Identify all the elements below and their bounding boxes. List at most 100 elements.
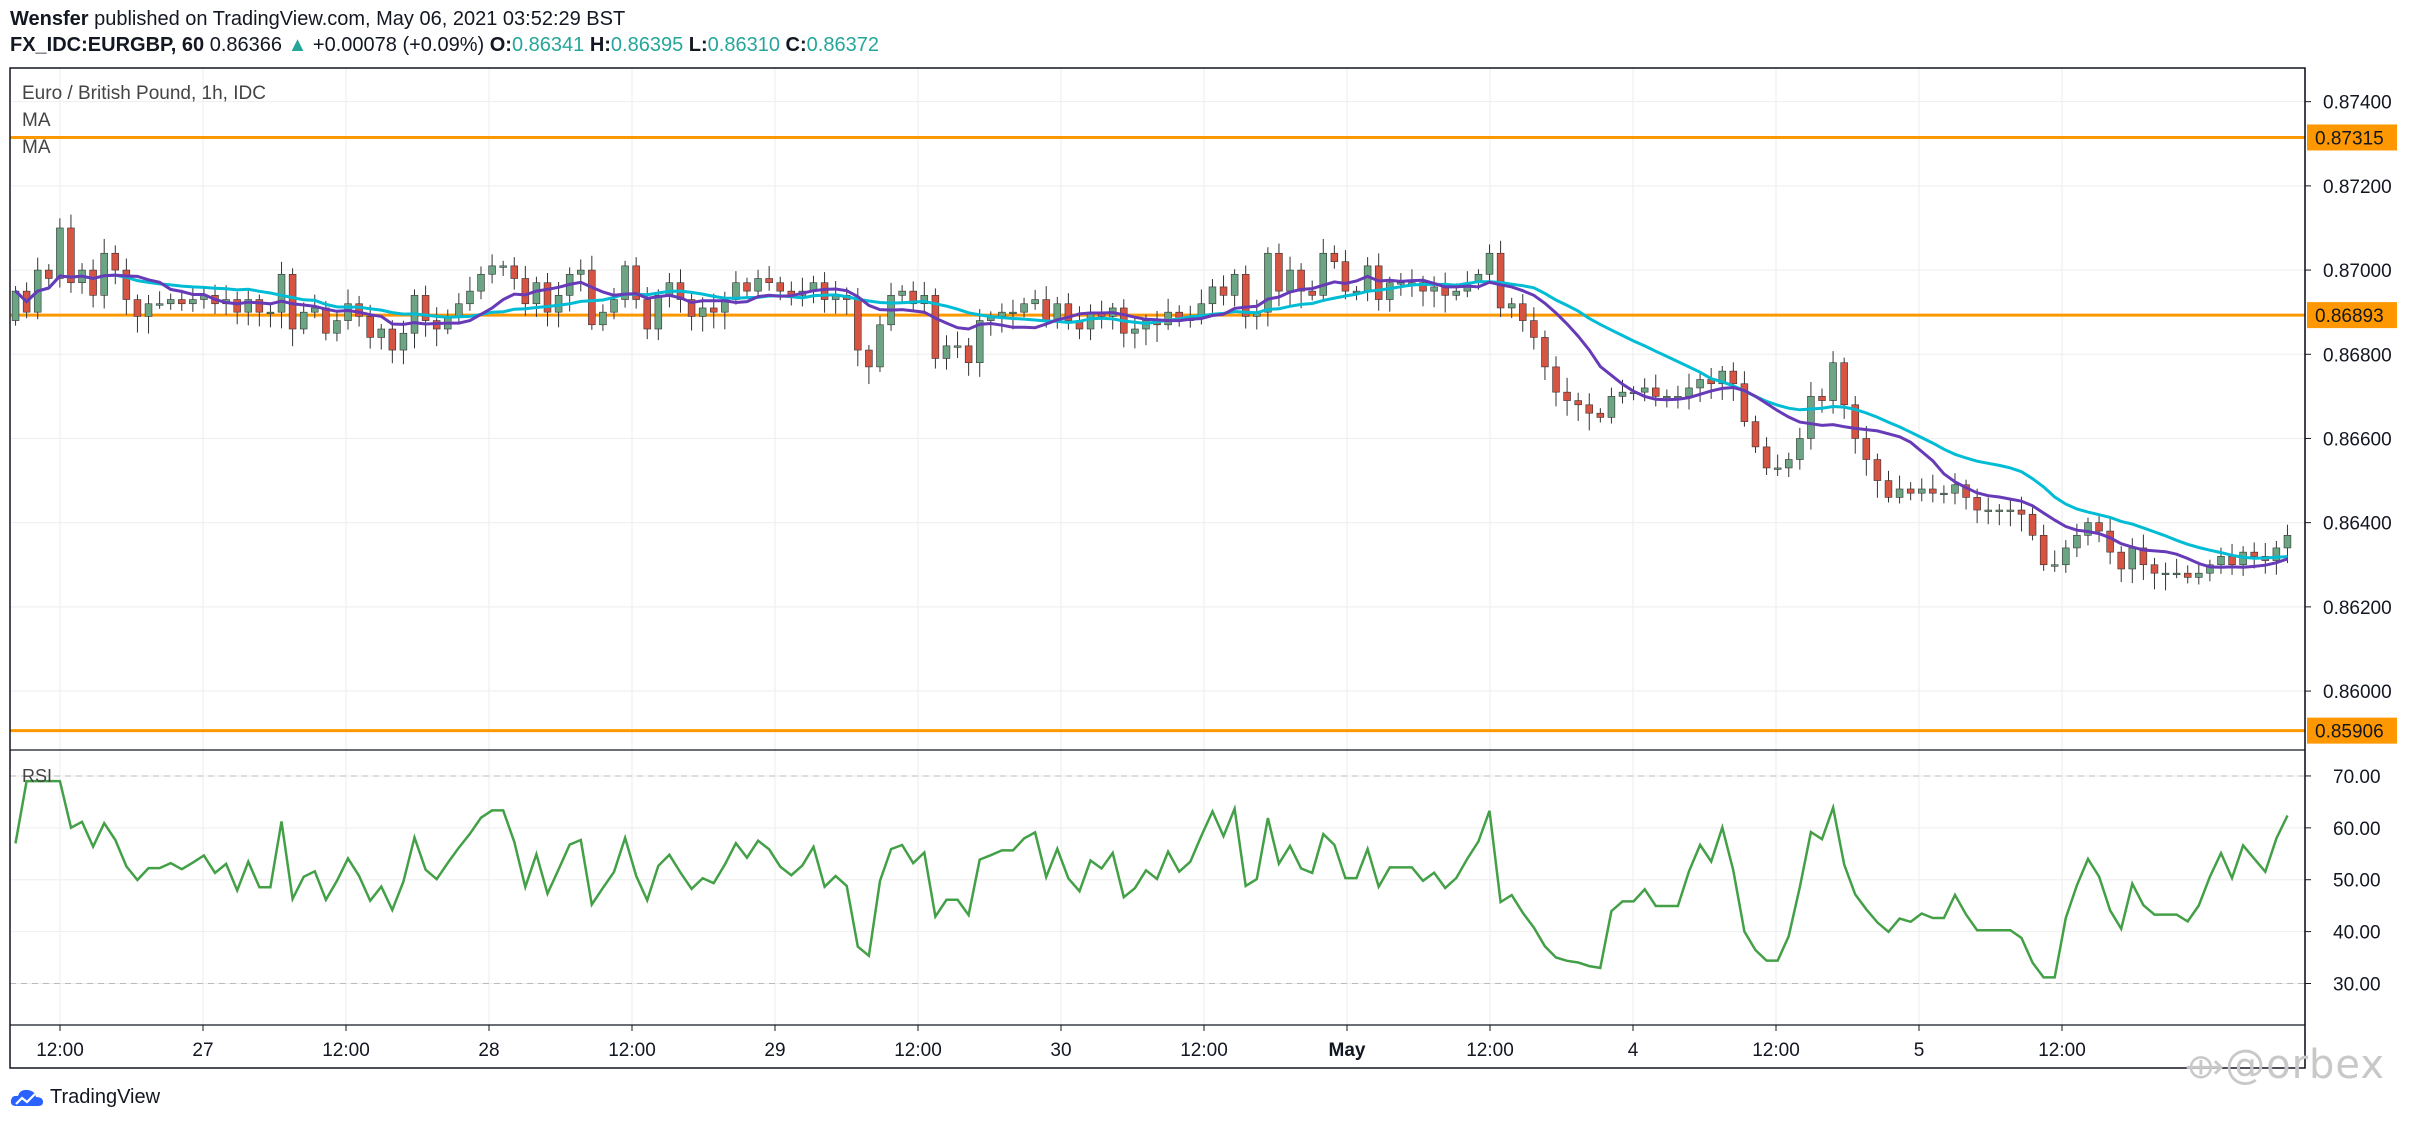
candle [942, 335, 951, 370]
candle-body [2117, 551, 2125, 570]
rsi-tick-label: 60.00 [2333, 819, 2381, 840]
candle [787, 281, 796, 306]
candle [953, 331, 962, 358]
candle [1906, 482, 1915, 501]
candle-body [1718, 370, 1726, 385]
candle-body [1729, 370, 1738, 385]
candle-body [2283, 534, 2292, 549]
candle-body [311, 307, 319, 313]
candle [1962, 479, 1970, 510]
candle [1496, 240, 1505, 318]
candle-body [1430, 286, 1438, 292]
ma-slow-line [14, 273, 2288, 560]
candle-body [599, 311, 607, 326]
close-label: C: [785, 34, 807, 56]
candle [67, 214, 75, 293]
candle [1219, 275, 1228, 306]
candle-body [2039, 534, 2048, 566]
candle [1330, 245, 1339, 269]
candle-body [643, 299, 651, 330]
x-tick-label: 12:00 [1466, 1040, 1514, 1061]
candle [1397, 273, 1405, 296]
x-tick-label: 12:00 [894, 1040, 942, 1061]
candle [1995, 504, 2004, 526]
candle [1363, 257, 1372, 302]
y-tick-label: 0.87000 [2323, 261, 2392, 282]
candle-body [388, 328, 397, 351]
candle-body [1485, 252, 1494, 275]
level-tag [2307, 302, 2397, 329]
candle [831, 281, 840, 314]
candle [632, 257, 640, 309]
candle-body [1308, 290, 1316, 296]
candle [1707, 367, 1715, 399]
candle-body [322, 307, 330, 334]
candle [1485, 244, 1494, 283]
plot-frame [9, 67, 2306, 1069]
candle-body [931, 295, 940, 359]
candle-body [244, 299, 253, 313]
tradingview-logo[interactable]: TradingView [10, 1086, 160, 1109]
candle-body [2062, 547, 2070, 566]
candle [931, 288, 940, 369]
candle-body [233, 299, 241, 313]
candle [78, 263, 86, 294]
candle [144, 294, 153, 334]
chart-title: Euro / British Pound, 1h, IDC [22, 83, 266, 104]
candle [1685, 373, 1693, 410]
candle-body [2017, 509, 2026, 515]
candle-body [488, 265, 496, 275]
candle [189, 286, 197, 312]
candle [1873, 453, 1882, 498]
candle [299, 302, 308, 335]
candle [178, 289, 186, 311]
candle-body [2139, 547, 2148, 566]
candle-body [2073, 534, 2081, 549]
candle [89, 259, 97, 308]
candle-body [1452, 290, 1461, 296]
candle [421, 285, 430, 337]
candle-body [588, 269, 596, 326]
candle-body [189, 299, 197, 305]
candle-body [2195, 572, 2203, 578]
candle [2050, 550, 2059, 572]
candle [1297, 263, 1305, 309]
candle-body [333, 320, 341, 334]
candle-body [1330, 252, 1339, 262]
candle [621, 260, 629, 308]
orbex-watermark: ⟴@orbex [2185, 1042, 2385, 1088]
rsi-tick-label: 40.00 [2333, 923, 2381, 944]
candle-body [11, 290, 20, 321]
candle-body [477, 273, 485, 292]
candle-body [743, 282, 751, 292]
y-tick-label: 0.86600 [2323, 429, 2392, 450]
candle [577, 259, 585, 292]
candles [11, 214, 2292, 591]
candle [399, 320, 408, 365]
candle-body [1519, 303, 1527, 321]
candle [765, 266, 773, 291]
candle-body [1607, 396, 1616, 418]
candle-body [2183, 572, 2192, 578]
candle-body [2250, 551, 2258, 557]
candle [1264, 247, 1272, 327]
ma-fast-line [14, 273, 2288, 569]
candle [388, 320, 397, 364]
level-label: 0.86893 [2315, 306, 2384, 327]
candle [133, 294, 142, 333]
candle [1652, 374, 1660, 407]
candle [710, 293, 718, 329]
candle-body [1951, 484, 1959, 494]
candle-body [1818, 396, 1826, 401]
candle-body [510, 265, 518, 279]
candle [1607, 387, 1616, 424]
candle-body [2150, 564, 2159, 574]
candle-body [155, 303, 164, 306]
author-name[interactable]: Wensfer [10, 8, 89, 30]
candle [2172, 558, 2181, 579]
candle-body [1419, 282, 1427, 292]
last-price: 0.86366 [209, 34, 282, 56]
candle-body [1906, 488, 1915, 494]
candle [1530, 307, 1538, 350]
